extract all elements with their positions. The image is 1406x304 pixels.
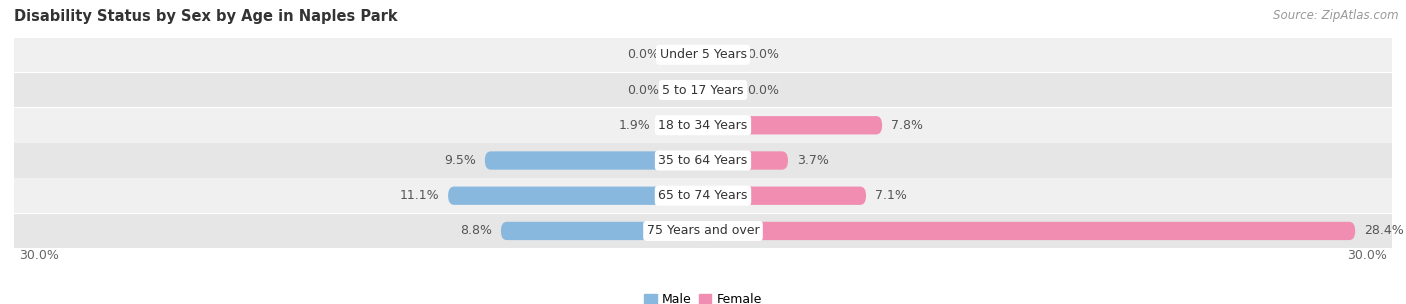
Bar [14,214,1392,248]
Bar [14,143,1392,178]
Text: 11.1%: 11.1% [399,189,439,202]
Text: 30.0%: 30.0% [1347,249,1388,262]
FancyBboxPatch shape [703,151,787,170]
Text: 75 Years and over: 75 Years and over [647,224,759,237]
Text: 0.0%: 0.0% [627,48,659,61]
Text: 0.0%: 0.0% [747,48,779,61]
FancyBboxPatch shape [659,116,703,134]
Text: 1.9%: 1.9% [619,119,650,132]
FancyBboxPatch shape [669,81,703,99]
Text: 9.5%: 9.5% [444,154,475,167]
Text: 5 to 17 Years: 5 to 17 Years [662,84,744,97]
Text: 0.0%: 0.0% [747,84,779,97]
Text: 35 to 64 Years: 35 to 64 Years [658,154,748,167]
FancyBboxPatch shape [703,46,738,64]
Text: 7.8%: 7.8% [891,119,924,132]
Text: Under 5 Years: Under 5 Years [659,48,747,61]
Text: 18 to 34 Years: 18 to 34 Years [658,119,748,132]
Text: 8.8%: 8.8% [460,224,492,237]
Text: 30.0%: 30.0% [18,249,59,262]
Text: 0.0%: 0.0% [627,84,659,97]
Text: 3.7%: 3.7% [797,154,830,167]
FancyBboxPatch shape [449,187,703,205]
FancyBboxPatch shape [703,116,882,134]
FancyBboxPatch shape [669,46,703,64]
FancyBboxPatch shape [703,81,738,99]
FancyBboxPatch shape [485,151,703,170]
Text: Disability Status by Sex by Age in Naples Park: Disability Status by Sex by Age in Naple… [14,9,398,24]
Bar [14,108,1392,143]
Bar [14,73,1392,107]
Text: Source: ZipAtlas.com: Source: ZipAtlas.com [1274,9,1399,22]
FancyBboxPatch shape [703,222,1355,240]
Legend: Male, Female: Male, Female [640,288,766,304]
Text: 7.1%: 7.1% [875,189,907,202]
FancyBboxPatch shape [703,187,866,205]
Text: 28.4%: 28.4% [1364,224,1405,237]
Bar [14,178,1392,213]
Text: 65 to 74 Years: 65 to 74 Years [658,189,748,202]
Bar [14,37,1392,72]
FancyBboxPatch shape [501,222,703,240]
